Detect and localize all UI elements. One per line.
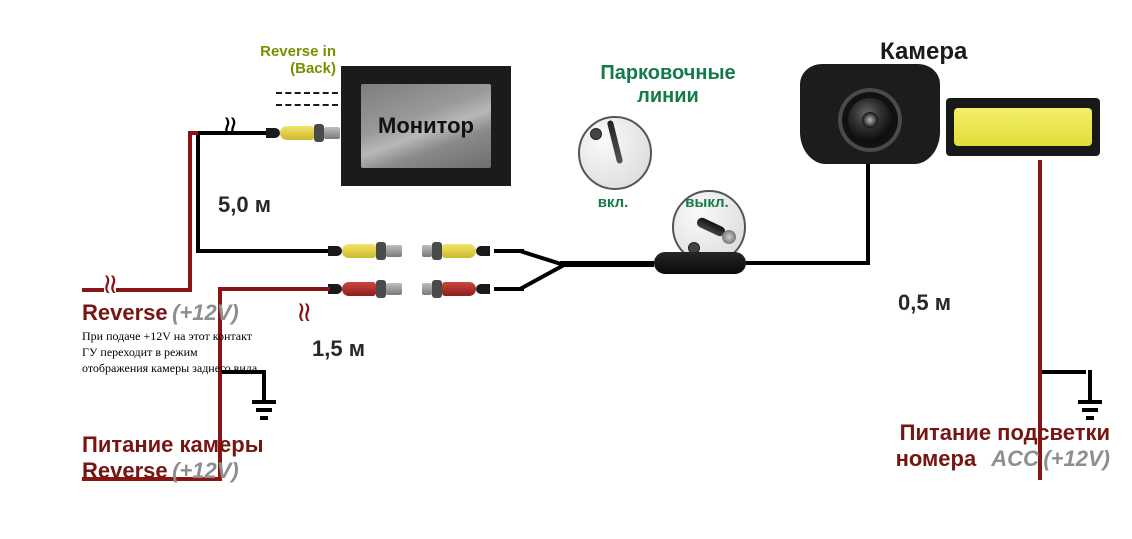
camera-lens-icon bbox=[838, 88, 902, 152]
camera-power-line2: Reverse bbox=[82, 458, 168, 483]
reverse-in-line1: Reverse in bbox=[242, 44, 336, 61]
rca-yellow-male-icon bbox=[328, 240, 402, 262]
plate-power-line1: Питание подсветки bbox=[810, 420, 1110, 446]
reverse-in-label: Reverse in (Back) bbox=[242, 44, 336, 77]
rca-yellow-monitor-icon bbox=[266, 122, 340, 144]
wire-to-filter bbox=[560, 261, 654, 267]
inline-filter-icon bbox=[654, 252, 746, 274]
camera-title: Камера bbox=[880, 38, 967, 66]
reverse-word: Reverse bbox=[82, 300, 168, 325]
wire-reverse-trigger-v bbox=[188, 131, 192, 292]
monitor-screen: Монитор bbox=[361, 84, 491, 168]
camera-unit bbox=[800, 64, 1100, 168]
wire-reverse-trigger-h2 bbox=[116, 288, 192, 292]
wire-reverse-trigger-top bbox=[188, 131, 198, 135]
wire-gnd-right-h bbox=[1042, 370, 1086, 374]
merge-diag bbox=[520, 249, 564, 291]
switch-on-label: вкл. bbox=[578, 194, 648, 211]
reverse-note: При подаче +12V на этот контакт ГУ перех… bbox=[82, 328, 302, 377]
reverse-note-1: При подаче +12V на этот контакт bbox=[82, 328, 302, 344]
rca-red-male-icon bbox=[328, 278, 402, 300]
wire-filter-to-cam-h bbox=[746, 261, 870, 265]
wire-reverse-trigger-h1 bbox=[82, 288, 104, 292]
parking-lines-title-2: линии bbox=[568, 85, 768, 108]
parking-lines-title: Парковочные линии bbox=[568, 62, 768, 108]
switch-on bbox=[578, 116, 652, 190]
wire-filter-to-cam-v bbox=[866, 164, 870, 265]
length-camera: 0,5 м bbox=[898, 290, 951, 316]
rca-red-female-icon bbox=[422, 278, 490, 300]
camera-power-voltage: (+12V) bbox=[172, 458, 239, 483]
monitor-label: Монитор bbox=[378, 113, 474, 139]
camera-power-line1: Питание камеры bbox=[82, 432, 264, 458]
reverse-note-2: ГУ переходит в режим bbox=[82, 344, 302, 360]
switch-off-label: выкл. bbox=[672, 194, 742, 211]
wire-monitor-fork-v bbox=[196, 131, 200, 251]
length-monitor: 5,0 м bbox=[218, 192, 271, 218]
camera-power-label: Питание камеры Reverse (+12V) bbox=[82, 432, 264, 484]
reverse-in-line2: (Back) bbox=[242, 61, 336, 78]
length-reverse: 1,5 м bbox=[312, 336, 365, 362]
parking-lines-title-1: Парковочные bbox=[568, 62, 768, 85]
plate-power-acc: ACC bbox=[991, 446, 1039, 471]
plate-power-voltage: (+12V) bbox=[1043, 446, 1110, 471]
wire-monitor-fork-h bbox=[196, 249, 330, 253]
break-mark bbox=[222, 120, 238, 146]
camera-housing bbox=[800, 64, 940, 164]
wiring-diagram: Reverse in (Back) Монитор Парковочные ли… bbox=[0, 0, 1132, 539]
rca-yellow-female-icon bbox=[422, 240, 490, 262]
monitor-dash-2 bbox=[276, 104, 338, 106]
plate-light-icon bbox=[946, 98, 1100, 156]
plate-power-label: Питание подсветки номера ACC (+12V) bbox=[810, 420, 1110, 472]
reverse-note-3: отображения камеры заднего вида bbox=[82, 360, 302, 376]
monitor-dash-1 bbox=[276, 92, 338, 94]
plate-power-line2: номера bbox=[896, 446, 977, 471]
monitor: Монитор bbox=[341, 66, 511, 186]
wire-campower-h2 bbox=[218, 287, 330, 291]
reverse-trigger-label: Reverse (+12V) bbox=[82, 300, 239, 326]
reverse-voltage: (+12V) bbox=[172, 300, 239, 325]
